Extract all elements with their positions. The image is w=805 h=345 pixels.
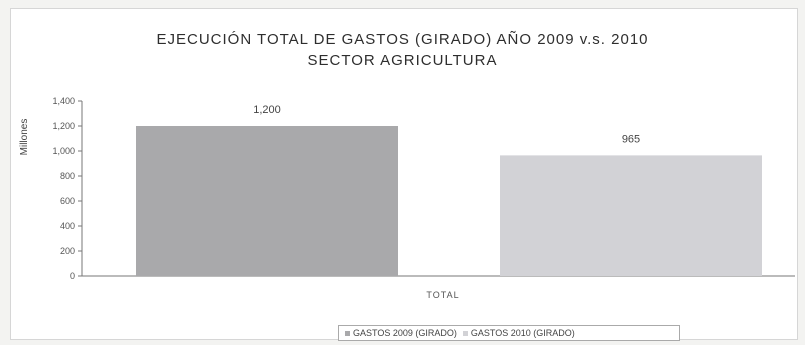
y-tick-label: 400	[60, 221, 75, 231]
data-label-2010: 965	[622, 133, 640, 145]
y-tick-label: 200	[60, 246, 75, 256]
bar-2010	[500, 155, 762, 276]
legend-label-2010: GASTOS 2010 (GIRADO)	[470, 328, 575, 338]
legend-swatch-2009	[345, 330, 350, 336]
y-tick-label: 1,000	[52, 146, 75, 156]
y-tick-label: 1,400	[52, 96, 75, 106]
legend-swatch-2010	[462, 330, 468, 336]
legend-label-2009: GASTOS 2009 (GIRADO)	[353, 328, 457, 338]
bar-2009	[136, 126, 398, 276]
y-axis-label: Millones	[19, 119, 30, 156]
y-tick-label: 0	[70, 271, 75, 281]
legend: GASTOS 2009 (GIRADO) GASTOS 2010 (GIRADO…	[338, 325, 680, 341]
legend-item-2009: GASTOS 2009 (GIRADO)	[345, 328, 457, 338]
y-tick-label: 600	[60, 196, 75, 206]
legend-item-2010: GASTOS 2010 (GIRADO)	[462, 328, 575, 338]
chart-subtitle: SECTOR AGRICULTURA	[307, 52, 498, 69]
data-label-2009: 1,200	[253, 104, 281, 116]
chart-title: EJECUCIÓN TOTAL DE GASTOS (GIRADO) AÑO 2…	[156, 31, 649, 48]
x-category-label: TOTAL	[426, 290, 459, 300]
y-tick-label: 1,200	[52, 121, 75, 131]
y-tick-label: 800	[60, 171, 75, 181]
